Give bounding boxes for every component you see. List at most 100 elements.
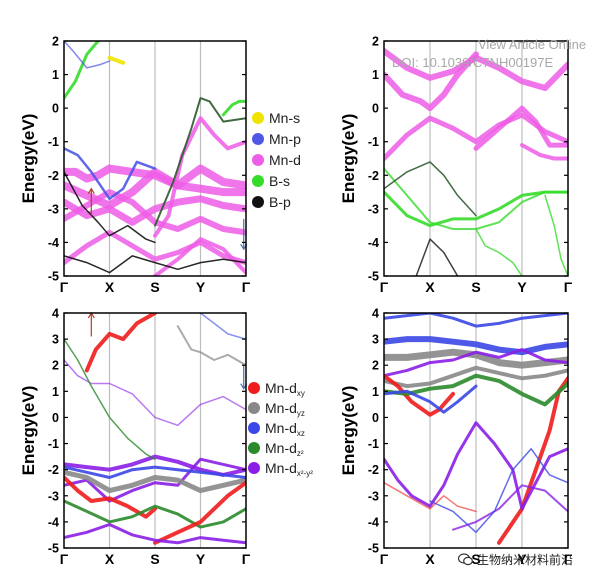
x-tick-label: Γ bbox=[242, 279, 251, 295]
y-tick-label: -3 bbox=[368, 202, 379, 216]
band-Mn-dxz bbox=[384, 336, 568, 356]
x-tick-label: X bbox=[425, 279, 435, 295]
y-tick-label: -3 bbox=[368, 489, 379, 503]
y-tick-label: -1 bbox=[368, 437, 379, 451]
plot-frame bbox=[383, 312, 569, 549]
x-tick-label: S bbox=[150, 279, 159, 295]
y-tick-label: 2 bbox=[372, 35, 379, 49]
y-tick-label: -1 bbox=[48, 135, 59, 149]
y-tick-label: 1 bbox=[372, 385, 379, 399]
band-Mn-dxy bbox=[384, 373, 455, 417]
y-tick-label: -5 bbox=[368, 542, 379, 556]
y-axis-label: Energy(eV) bbox=[19, 386, 38, 476]
y-tick-label: -2 bbox=[368, 463, 379, 477]
x-tick-label: Γ bbox=[380, 279, 389, 295]
legend-label: Mn-dxz bbox=[265, 420, 305, 438]
band-B-p bbox=[415, 238, 459, 276]
legend-label: Mn-p bbox=[269, 131, 301, 147]
band-Mn-dyz bbox=[176, 325, 246, 367]
band-Mn-dxy bbox=[64, 475, 157, 519]
legend-label: Mn-dxy bbox=[265, 380, 305, 398]
band-Mn-dz2 bbox=[384, 373, 568, 407]
spin-up-arrow-icon bbox=[87, 187, 95, 195]
x-tick-label: Y bbox=[196, 551, 206, 567]
band-Mn-dxz bbox=[429, 448, 568, 534]
band-Mn-dxz bbox=[384, 313, 568, 328]
x-tick-label: S bbox=[150, 551, 159, 567]
band-Mn-dz2 bbox=[64, 338, 156, 460]
band-Mn-d bbox=[384, 51, 479, 112]
x-tick-label: Y bbox=[517, 279, 527, 295]
plot-frame bbox=[383, 40, 569, 277]
y-tick-label: -4 bbox=[368, 236, 379, 250]
y-axis-label: Energy(eV) bbox=[339, 386, 358, 476]
band-lines bbox=[384, 48, 568, 276]
band-lines bbox=[384, 313, 568, 545]
y-tick-label: -5 bbox=[48, 542, 59, 556]
band-Mn-dx2-y2 bbox=[64, 359, 246, 427]
x-tick-label: Γ bbox=[564, 279, 573, 295]
legend-label: Mn-d bbox=[269, 152, 301, 168]
band-Mn-s bbox=[107, 55, 126, 65]
band-Mn-dyz bbox=[384, 348, 568, 369]
legend-marker bbox=[248, 422, 260, 434]
y-tick-label: 0 bbox=[372, 411, 379, 425]
y-tick-label: 0 bbox=[52, 411, 59, 425]
wechat-label: 生物纳米材料前沿 bbox=[477, 553, 574, 567]
band-Mn-dxz bbox=[64, 465, 246, 479]
x-tick-label: Γ bbox=[380, 551, 389, 567]
y-tick-label: -5 bbox=[48, 270, 59, 284]
y-tick-label: -2 bbox=[368, 169, 379, 183]
y-tick-label: 2 bbox=[52, 35, 59, 49]
legend-label: Mn-dx²-y² bbox=[265, 460, 313, 478]
band-Mn-dx2-y2 bbox=[384, 421, 568, 511]
legend-marker bbox=[248, 442, 260, 454]
y-axis-label: Energy(eV) bbox=[339, 114, 358, 204]
band-Mn-d bbox=[64, 229, 246, 266]
legend-label: B-s bbox=[269, 173, 290, 189]
band-B-s bbox=[544, 194, 568, 276]
legend-marker bbox=[252, 112, 264, 124]
watermark-view-article: View Article Online bbox=[478, 37, 587, 52]
band-Mn-d bbox=[473, 105, 568, 151]
legend-label: Mn-dyz bbox=[265, 400, 305, 418]
band-Mn-d bbox=[520, 143, 568, 161]
band-B-p bbox=[64, 255, 246, 274]
band-Mn-dx2-y2 bbox=[384, 348, 568, 378]
watermark-doi: DOI: 10.1039/C7NH00197E bbox=[392, 55, 554, 70]
wechat-watermark: 生物纳米材料前沿 bbox=[458, 551, 573, 568]
legend: Mn-s Mn-p Mn-d B-s B-p bbox=[252, 110, 301, 210]
y-tick-label: -3 bbox=[48, 202, 59, 216]
y-tick-label: 1 bbox=[52, 385, 59, 399]
y-tick-label: -1 bbox=[368, 135, 379, 149]
y-tick-label: 3 bbox=[372, 333, 379, 347]
band-B-p bbox=[64, 171, 156, 244]
x-tick-label: Γ bbox=[242, 551, 251, 567]
legend: Mn-dxy Mn-dyz Mn-dxz Mn-dz² Mn-dx²-y² bbox=[248, 380, 313, 478]
y-tick-label: 0 bbox=[372, 102, 379, 116]
y-tick-label: -2 bbox=[48, 169, 59, 183]
x-tick-label: S bbox=[471, 551, 480, 567]
wechat-icon bbox=[458, 553, 473, 566]
band-B-s bbox=[64, 41, 102, 100]
x-tick-label: S bbox=[471, 279, 480, 295]
band-B-s bbox=[221, 99, 246, 117]
y-tick-label: -4 bbox=[48, 515, 59, 529]
y-tick-label: -4 bbox=[368, 515, 379, 529]
band-Mn-dx2-y2 bbox=[64, 523, 246, 545]
band-B-p bbox=[384, 161, 477, 217]
band-Mn-dxy bbox=[153, 480, 246, 545]
band-Mn-dyz bbox=[384, 365, 568, 389]
band-lines bbox=[64, 313, 246, 545]
band-Mn-dyz bbox=[64, 469, 246, 494]
band-Mn-dxy bbox=[84, 313, 157, 373]
band-Mn-d bbox=[64, 189, 246, 236]
y-tick-label: 2 bbox=[372, 359, 379, 373]
band-B-s bbox=[475, 228, 523, 276]
x-tick-label: X bbox=[105, 551, 115, 567]
legend-marker bbox=[248, 462, 260, 474]
y-axis-label: Energy(eV) bbox=[19, 114, 38, 204]
y-tick-label: 2 bbox=[52, 359, 59, 373]
